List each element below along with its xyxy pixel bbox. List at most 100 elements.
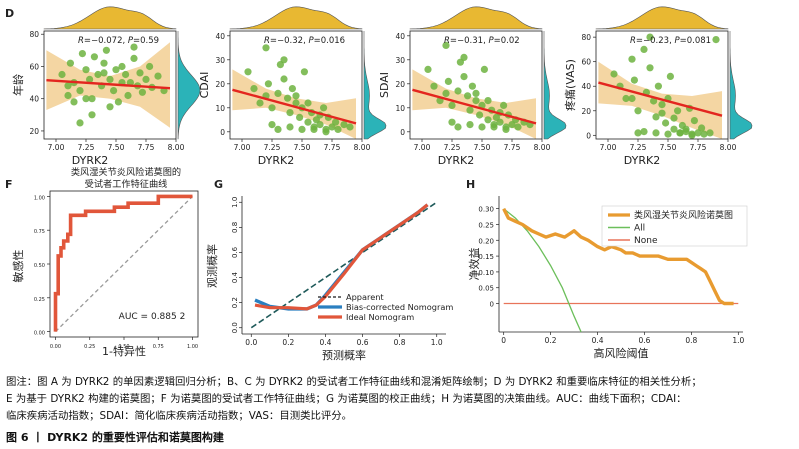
scatter-sdai-annotation: R=−0.31, P=0.02 <box>444 36 520 46</box>
scatter-cdai-point <box>304 99 311 106</box>
scatter-cdai-point <box>286 123 293 130</box>
scatter-age-point <box>88 111 95 118</box>
scatter-cdai-point <box>322 128 329 135</box>
scatter-cdai-point <box>292 92 299 99</box>
scatter-age-point <box>82 66 89 73</box>
scatter-sdai-point <box>514 123 521 130</box>
scatter-vas-point <box>628 56 635 63</box>
scatter-cdai-point <box>334 126 341 133</box>
calibration-ytick-label: 0.4 <box>231 271 239 283</box>
scatter-sdai-point <box>464 92 471 99</box>
scatter-cdai-xtick-label: 7.25 <box>264 143 281 152</box>
scatter-vas-ylabel: 疼痛(VAS) <box>563 59 577 111</box>
scatter-cdai-ylabel: CDAI <box>198 72 211 99</box>
roc-ylabel: 敏感性 <box>11 250 25 283</box>
scatter-age-point <box>82 95 89 102</box>
scatter-cdai-point <box>268 121 275 128</box>
scatter-sdai-point <box>496 119 503 126</box>
scatter-vas-point <box>682 126 689 133</box>
decision-legend-label: None <box>634 236 658 246</box>
scatter-cdai-point <box>289 85 296 92</box>
scatter-age-point <box>103 47 110 54</box>
scatter-sdai-point <box>445 78 452 85</box>
scatter-cdai-point <box>301 68 308 75</box>
scatter-cdai-point <box>316 121 323 128</box>
scatter-vas-point <box>640 46 647 53</box>
scatter-vas-point <box>667 73 674 80</box>
scatter-sdai-point <box>442 90 449 97</box>
calibration-ytick-label: 0.8 <box>231 222 239 233</box>
roc-xtick-label: 0.00 <box>50 344 61 350</box>
scatter-age-point <box>106 103 113 110</box>
scatter-sdai-xtick-label: 7.00 <box>414 143 431 152</box>
calibration-ylabel: 观测概率 <box>205 244 219 288</box>
decision-ytick-label: 0 <box>490 301 494 309</box>
scatter-cdai-point <box>310 126 317 133</box>
scatter-age-xlabel: DYRK2 <box>72 154 108 167</box>
scatter-vas-point <box>658 101 665 108</box>
scatter-cdai-point <box>265 80 272 87</box>
calibration-ytick-label: 0.6 <box>231 246 239 258</box>
scatter-age-point <box>76 87 83 94</box>
scatter-age-ytick-label: 20 <box>29 127 39 136</box>
scatter-vas-xtick-label: 7.00 <box>600 143 617 152</box>
scatter-vas-point <box>676 129 683 136</box>
scatter-age-xtick-label: 7.00 <box>48 143 65 152</box>
scatter-age-point <box>79 50 86 57</box>
scatter-sdai-point <box>502 126 509 133</box>
decision-legend-label: All <box>634 224 645 234</box>
scatter-cdai-point <box>244 68 251 75</box>
scatter-cdai-point <box>268 104 275 111</box>
scatter-vas-point <box>664 131 671 138</box>
scatter-age-point <box>64 92 71 99</box>
scatter-vas-point <box>658 110 665 117</box>
calibration-xtick-label: 1.0 <box>431 338 443 347</box>
scatter-vas-xtick-label: 7.50 <box>660 143 677 152</box>
scatter-sdai-top-density <box>410 7 542 29</box>
calibration-legend-label: Apparent <box>346 292 384 302</box>
roc-ytick-label: 1.00 <box>34 195 45 201</box>
decision-xtick-label: 0.2 <box>545 336 557 345</box>
scatter-cdai-xtick-label: 7.75 <box>324 143 341 152</box>
scatter-sdai-point <box>484 116 491 123</box>
scatter-age-point <box>91 53 98 60</box>
scatter-vas-ytick-label: 20 <box>581 107 591 116</box>
scatter-age-point <box>130 55 137 62</box>
scatter-sdai-point <box>481 66 488 73</box>
scatter-sdai-point <box>448 119 455 126</box>
scatter-sdai-ytick-label: 40 <box>395 32 405 41</box>
scatter-sdai-point <box>424 66 431 73</box>
calibration-xtick-label: 0.4 <box>319 338 331 347</box>
scatter-age-ytick-label: 40 <box>29 95 39 104</box>
decision-legend-label: 类风湿关节炎风险诺莫图 <box>634 209 733 221</box>
scatter-sdai-ytick-label: 0 <box>400 128 405 137</box>
scatter-age-point <box>100 69 107 76</box>
scatter-vas-point <box>652 129 659 136</box>
panel-letter-h: H <box>466 178 475 191</box>
scatter-vas-point <box>652 113 659 120</box>
scatter-age-ytick-label: 80 <box>29 30 39 39</box>
scatter-cdai-xtick-label: 7.50 <box>294 143 311 152</box>
roc-title-line-2: 受试者工作特征曲线 <box>85 178 168 190</box>
scatter-cdai-xlabel: DYRK2 <box>258 154 294 167</box>
scatter-age-point <box>76 119 83 126</box>
roc-xtick-label: 0.75 <box>153 344 164 350</box>
scatter-age-point <box>118 63 125 70</box>
panel-letter-g: G <box>214 178 223 191</box>
calibration-bias-corrected-line <box>255 205 428 309</box>
scatter-vas-point <box>706 129 713 136</box>
scatter-sdai-point <box>466 107 473 114</box>
roc-auc-label: AUC = 0.885 2 <box>119 312 186 322</box>
caption-line-1: 图注：图 A 为 DYRK2 的单因素逻辑回归分析；B、C 为 DYRK2 的受… <box>6 374 796 391</box>
scatter-cdai-xtick-label: 7.00 <box>234 143 251 152</box>
calibration-xtick-label: 0.2 <box>282 338 294 347</box>
scatter-age-point <box>136 69 143 76</box>
scatter-vas-point <box>631 77 638 84</box>
scatter-age-point <box>70 98 77 105</box>
scatter-age-point <box>154 73 161 80</box>
scatter-sdai-xtick-label: 7.50 <box>474 143 491 152</box>
scatter-age-point <box>100 60 107 67</box>
scatter-cdai-ytick-label: 30 <box>215 56 225 65</box>
scatter-sdai-point <box>430 83 437 90</box>
calibration-legend-label: Ideal Nomogram <box>346 312 414 322</box>
